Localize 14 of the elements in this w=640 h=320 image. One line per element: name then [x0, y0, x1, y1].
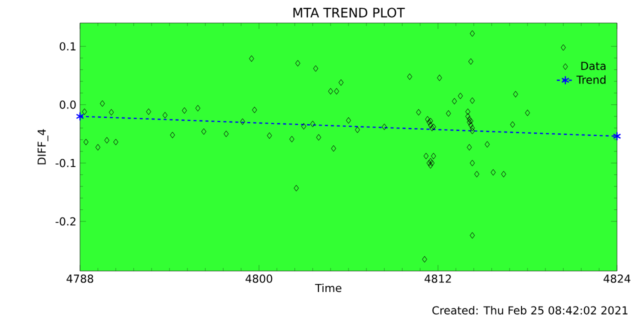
legend-label: Trend [576, 75, 606, 84]
y-tick-label: 0.0 [60, 100, 76, 109]
y-axis-title: DIFF_4 [38, 129, 48, 164]
chart-title: MTA TREND PLOT [293, 8, 405, 18]
y-tick-label: -0.2 [56, 217, 76, 226]
x-axis-title: Time [315, 284, 342, 292]
text: Created: Thu Feb 25 08:42:02 2021 [432, 306, 628, 314]
x-tick-label: 4824 [604, 274, 630, 283]
legend-label: Data [581, 62, 606, 70]
x-tick-label: 4788 [66, 274, 94, 283]
x-tick-label: 4800 [246, 274, 272, 283]
y-tick-label: 0.1 [60, 42, 76, 50]
y-tick-label: -0.1 [56, 158, 76, 168]
x-tick-label: 4812 [424, 274, 451, 283]
